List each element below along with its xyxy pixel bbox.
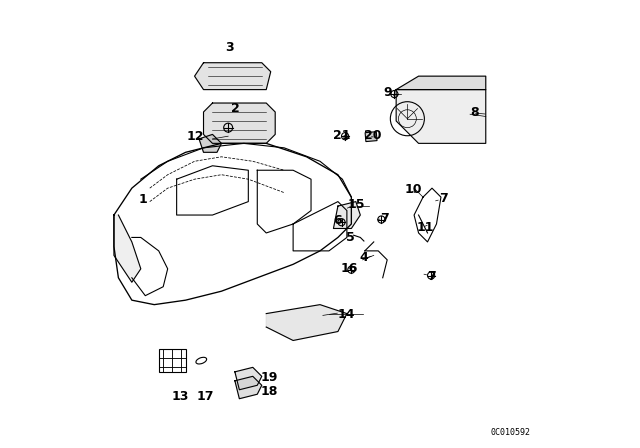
Text: 5: 5 [346, 231, 355, 244]
Text: 9: 9 [384, 86, 392, 99]
Text: 14: 14 [337, 308, 355, 321]
Text: 0C010592: 0C010592 [491, 428, 531, 437]
Text: 12: 12 [187, 130, 204, 143]
Polygon shape [195, 63, 271, 90]
Text: 7: 7 [439, 191, 447, 205]
Polygon shape [235, 367, 262, 390]
Polygon shape [333, 202, 360, 228]
Text: 11: 11 [417, 221, 434, 234]
Text: 15: 15 [347, 198, 365, 211]
Text: 19: 19 [260, 371, 278, 384]
Text: 10: 10 [404, 182, 422, 196]
Text: 6: 6 [333, 214, 342, 227]
Text: 20: 20 [364, 129, 381, 142]
Text: 4: 4 [359, 251, 368, 264]
Text: 8: 8 [470, 106, 479, 120]
Text: 18: 18 [260, 384, 278, 398]
Text: 16: 16 [340, 262, 358, 276]
Polygon shape [396, 76, 486, 90]
FancyBboxPatch shape [159, 349, 186, 372]
Polygon shape [204, 103, 275, 143]
Polygon shape [114, 215, 141, 282]
Text: 13: 13 [171, 390, 188, 403]
Text: 2: 2 [230, 102, 239, 116]
Bar [365, 132, 377, 142]
Polygon shape [266, 305, 347, 340]
Text: 17: 17 [196, 390, 214, 403]
Polygon shape [235, 376, 262, 399]
Text: 21: 21 [333, 129, 350, 142]
Polygon shape [396, 90, 486, 143]
Polygon shape [199, 134, 221, 152]
Ellipse shape [196, 358, 207, 364]
Text: 3: 3 [225, 40, 234, 54]
Text: 7: 7 [428, 270, 436, 284]
Text: 7: 7 [380, 212, 389, 225]
Text: 1: 1 [139, 193, 147, 206]
